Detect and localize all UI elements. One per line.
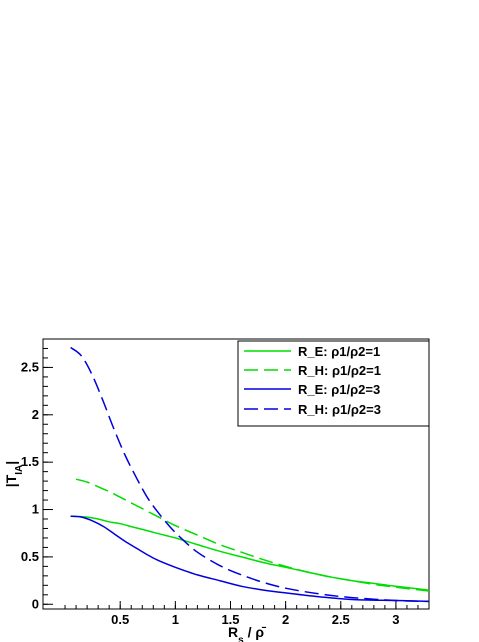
y-tick-label-1: 0.5 <box>21 549 39 564</box>
series-line-1 <box>75 478 430 592</box>
x-tick-label-2: 1.5 <box>221 612 239 627</box>
x-axis-ticks: 0.5 1 1.5 2 2.5 3 <box>64 601 419 627</box>
series-line-3 <box>70 346 430 603</box>
x-axis-label: Rs / ρ̄ <box>228 624 267 642</box>
legend-box <box>237 340 430 427</box>
series-line-2 <box>70 515 430 603</box>
x-tick-label-0: 0.5 <box>111 612 129 627</box>
legend-label-0: R_E: ρ1/ρ2=1 <box>298 344 380 359</box>
y-tick-label-0: 0 <box>32 596 39 611</box>
legend-label-2: R_E: ρ1/ρ2=3 <box>298 382 380 397</box>
y-tick-label-4: 2 <box>32 407 39 422</box>
legend: R_E: ρ1/ρ2=1 R_H: ρ1/ρ2=1 R_E: ρ1/ρ2=3 R_H:… <box>237 340 430 427</box>
x-tick-label-1: 1 <box>172 612 179 627</box>
series-layer <box>70 346 430 603</box>
y-axis-label: |TIA| <box>3 461 25 487</box>
svg-text:|TIA|: |TIA| <box>3 461 25 487</box>
y-axis-ticks: 0 0.5 1 1.5 2 2.5 <box>21 347 53 611</box>
series-line-0 <box>70 515 430 591</box>
y-tick-label-3: 1.5 <box>21 454 39 469</box>
x-tick-label-3: 2 <box>282 612 289 627</box>
y-tick-label-2: 1 <box>32 502 39 517</box>
y-tick-label-5: 2.5 <box>21 359 39 374</box>
x-tick-label-4: 2.5 <box>332 612 350 627</box>
plot-frame <box>42 338 430 610</box>
legend-label-3: R_H: ρ1/ρ2=3 <box>298 402 381 417</box>
svg-text:Rs / ρ̄: Rs / ρ̄ <box>228 624 267 642</box>
legend-label-1: R_H: ρ1/ρ2=1 <box>298 363 381 378</box>
x-tick-label-5: 3 <box>392 612 399 627</box>
